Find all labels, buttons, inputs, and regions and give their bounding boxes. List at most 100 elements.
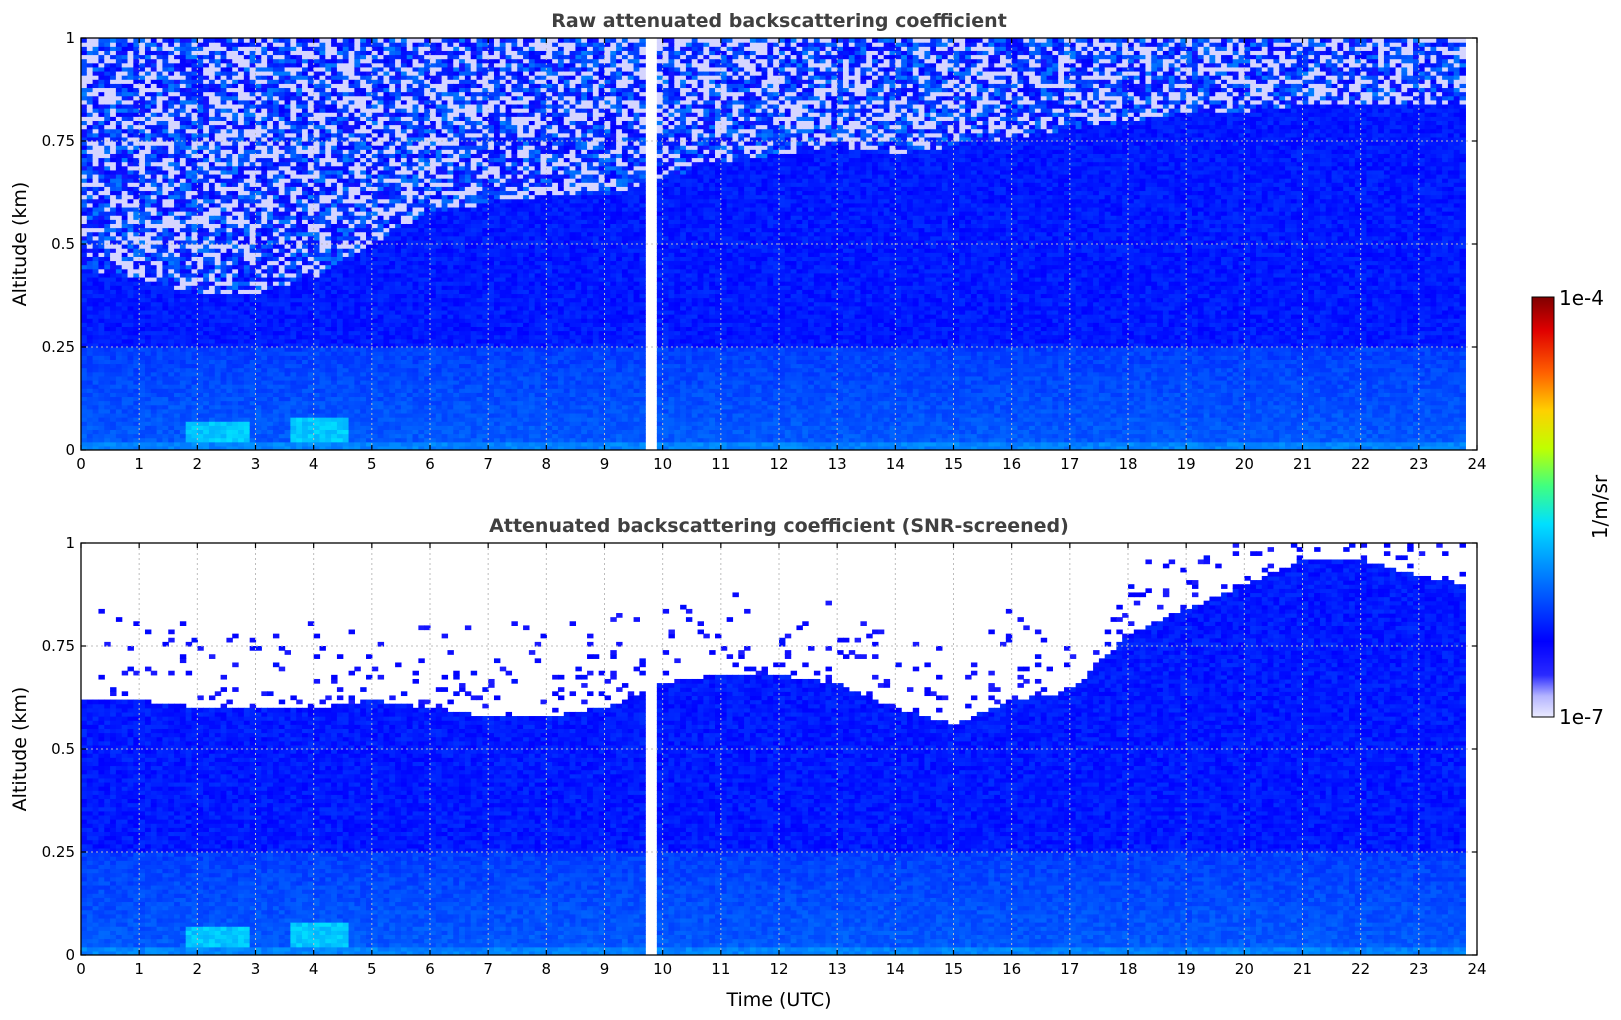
- heatmap-cell: [203, 425, 210, 430]
- heatmap-cell: [336, 120, 344, 126]
- heatmap-cell: [290, 379, 297, 385]
- heatmap-cell: [203, 165, 210, 171]
- heatmap-cell: [319, 412, 326, 418]
- heatmap-cell: [98, 206, 105, 212]
- heatmap-cell: [278, 42, 286, 47]
- heatmap-cell: [168, 388, 175, 393]
- heatmap-cell: [139, 112, 146, 117]
- heatmap-cell: [232, 392, 239, 398]
- heatmap-cell: [313, 244, 321, 249]
- heatmap-cell: [208, 231, 216, 237]
- heatmap-cell: [185, 58, 193, 64]
- heatmap-cell: [139, 169, 146, 175]
- heatmap-cell: [133, 58, 140, 64]
- heatmap-cell: [307, 289, 315, 295]
- heatmap-cell: [220, 367, 228, 373]
- heatmap-cell: [110, 206, 117, 212]
- heatmap-cell: [144, 421, 152, 426]
- heatmap-cell: [255, 42, 262, 47]
- heatmap-cell: [139, 305, 146, 311]
- heatmap-cell: [81, 87, 88, 93]
- heatmap-cell: [139, 445, 146, 450]
- heatmap-cell: [110, 215, 117, 220]
- heatmap-cell: [261, 293, 268, 299]
- heatmap-cell: [278, 425, 286, 430]
- heatmap-cell: [342, 429, 350, 435]
- heatmap-cell: [290, 367, 297, 373]
- heatmap-cell: [249, 239, 257, 245]
- heatmap-cell: [313, 297, 321, 303]
- heatmap-cell: [342, 347, 350, 352]
- heatmap-cell: [278, 314, 286, 319]
- heatmap-cell: [174, 305, 181, 311]
- heatmap-cell: [127, 359, 134, 365]
- heatmap-cell: [144, 165, 152, 171]
- heatmap-cell: [185, 268, 193, 274]
- heatmap-cell: [162, 244, 169, 249]
- heatmap-cell: [92, 322, 100, 327]
- heatmap-cell: [220, 239, 228, 245]
- heatmap-cell: [331, 178, 338, 183]
- heatmap-cell: [104, 112, 111, 117]
- heatmap-cell: [110, 429, 117, 435]
- heatmap-cell: [185, 153, 193, 159]
- heatmap-cell: [197, 379, 204, 385]
- heatmap-cell: [331, 54, 338, 60]
- heatmap-cell: [115, 194, 123, 200]
- heatmap-cell: [267, 445, 274, 450]
- heatmap-cell: [296, 178, 303, 183]
- heatmap-cell: [156, 297, 164, 303]
- heatmap-cell: [139, 244, 146, 249]
- heatmap-cell: [174, 141, 181, 146]
- heatmap-cell: [336, 388, 344, 393]
- heatmap-cell: [174, 157, 181, 163]
- heatmap-cell: [336, 198, 344, 204]
- heatmap-cell: [342, 112, 350, 117]
- heatmap-cell: [313, 112, 321, 117]
- heatmap-cell: [243, 330, 251, 336]
- heatmap-cell: [139, 202, 146, 208]
- heatmap-cell: [336, 145, 344, 150]
- heatmap-cell: [81, 293, 88, 299]
- heatmap-cell: [319, 75, 326, 80]
- heatmap-cell: [296, 103, 303, 109]
- heatmap-cell: [185, 379, 193, 385]
- heatmap-cell: [348, 392, 355, 398]
- heatmap-cell: [191, 322, 198, 327]
- heatmap-cell: [144, 194, 152, 200]
- heatmap-cell: [366, 182, 373, 187]
- heatmap-cell: [249, 429, 257, 435]
- heatmap-cell: [255, 206, 262, 212]
- heatmap-cell: [168, 38, 175, 43]
- heatmap-cell: [267, 157, 274, 163]
- heatmap-cell: [86, 293, 94, 299]
- heatmap-cell: [98, 215, 105, 220]
- heatmap-cell: [296, 38, 303, 43]
- heatmap-cell: [348, 400, 355, 406]
- heatmap-cell: [127, 235, 134, 241]
- heatmap-cell: [220, 103, 228, 109]
- heatmap-cell: [191, 359, 198, 365]
- heatmap-cell: [360, 318, 367, 323]
- heatmap-cell: [168, 334, 175, 340]
- heatmap-cell: [208, 367, 216, 373]
- heatmap-cell: [127, 219, 134, 224]
- heatmap-cell: [191, 334, 198, 340]
- heatmap-cell: [121, 272, 129, 278]
- heatmap-cell: [238, 309, 245, 315]
- heatmap-cell: [191, 244, 198, 249]
- heatmap-cell: [121, 239, 129, 245]
- heatmap-cell: [197, 223, 204, 229]
- heatmap-cell: [366, 190, 373, 196]
- heatmap-cell: [296, 412, 303, 418]
- heatmap-cell: [325, 79, 332, 84]
- heatmap-cell: [197, 289, 204, 295]
- heatmap-cell: [319, 169, 326, 175]
- heatmap-cell: [191, 194, 198, 200]
- heatmap-cell: [98, 99, 105, 105]
- heatmap-cell: [325, 211, 332, 216]
- heatmap-cell: [366, 417, 373, 422]
- heatmap-cell: [313, 338, 321, 344]
- heatmap-cell: [296, 330, 303, 336]
- heatmap-cell: [272, 309, 280, 315]
